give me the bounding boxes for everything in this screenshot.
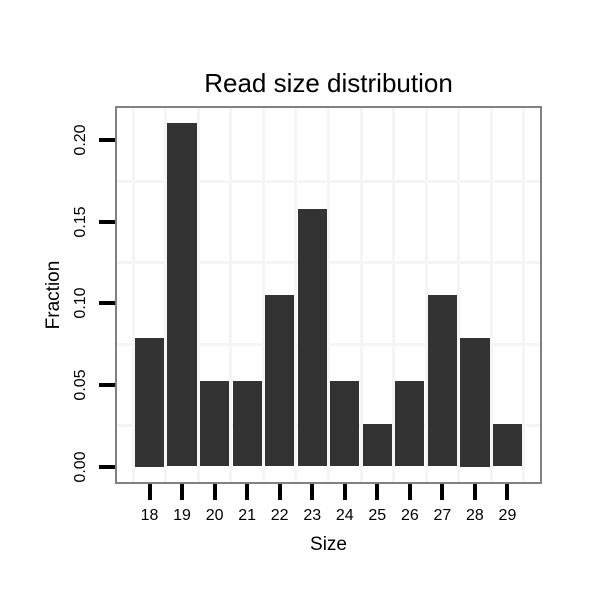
- y-axis-tick: [99, 219, 115, 224]
- x-axis-tick: [245, 484, 250, 500]
- x-tick-label: 26: [400, 507, 419, 524]
- gridline-minor-x: [294, 108, 298, 482]
- bar: [232, 380, 262, 467]
- gridline-minor-x: [392, 108, 396, 482]
- x-axis-tick: [342, 484, 347, 500]
- gridline-minor-x: [489, 108, 493, 482]
- y-tick-label: 0.05: [72, 369, 89, 401]
- gridline-minor-x: [327, 108, 330, 482]
- y-axis-tick: [99, 301, 115, 306]
- x-tick-label: 23: [303, 507, 322, 524]
- x-tick-label: 27: [433, 507, 452, 524]
- y-axis-title: Fraction: [43, 260, 64, 330]
- x-tick-label: 24: [335, 507, 354, 524]
- bar: [134, 337, 165, 467]
- x-tick-label: 18: [140, 507, 159, 524]
- x-tick-label: 25: [368, 507, 387, 524]
- x-axis-tick: [310, 484, 315, 500]
- gridline-minor-y: [117, 342, 540, 346]
- gridline-minor-x: [164, 108, 168, 482]
- gridline-minor-x: [424, 108, 428, 482]
- gridline-minor-x: [229, 108, 233, 482]
- y-axis-tick: [99, 382, 115, 387]
- x-axis-tick: [180, 484, 185, 500]
- gridline-minor-x: [359, 108, 363, 482]
- x-axis-tick: [505, 484, 510, 500]
- x-tick-label: 22: [270, 507, 289, 524]
- x-tick-label: 19: [173, 507, 191, 524]
- gridline-minor-x: [522, 108, 526, 482]
- gridline-minor-x: [457, 108, 461, 482]
- y-axis-tick: [99, 138, 115, 143]
- gridline-minor-y: [117, 179, 540, 183]
- x-axis-tick: [440, 484, 445, 500]
- chart-title: Read size distribution: [204, 68, 453, 98]
- y-tick-label: 0.15: [72, 206, 89, 238]
- bar: [265, 294, 295, 467]
- y-tick-label: 0.20: [72, 124, 89, 156]
- gridline-minor-y: [117, 424, 540, 428]
- x-axis-tick: [277, 484, 282, 500]
- x-axis-tick: [472, 484, 477, 500]
- bar: [297, 208, 327, 467]
- x-axis-tick: [147, 484, 152, 500]
- plot-panel: [115, 106, 542, 484]
- bar: [330, 380, 360, 467]
- bar: [395, 380, 425, 467]
- bar: [460, 337, 490, 467]
- x-axis-tick: [212, 484, 217, 500]
- gridline-minor-x: [261, 108, 265, 482]
- gridline-minor-y: [117, 261, 540, 265]
- bar: [362, 423, 392, 467]
- x-tick-label: 21: [238, 507, 257, 524]
- bar: [427, 294, 458, 467]
- y-tick-label: 0.10: [72, 287, 89, 319]
- gridline-minor-x: [131, 108, 135, 482]
- x-tick-label: 28: [466, 507, 484, 524]
- bar: [167, 123, 197, 467]
- x-axis-title: Size: [310, 534, 347, 555]
- x-tick-label: 29: [498, 507, 517, 524]
- y-tick-label: 0.00: [72, 450, 89, 483]
- x-tick-label: 20: [205, 507, 224, 524]
- bar: [492, 423, 523, 467]
- x-axis-tick: [407, 484, 412, 500]
- gridline-minor-x: [196, 108, 200, 482]
- bar: [199, 380, 230, 467]
- y-axis-tick: [99, 464, 115, 469]
- x-axis-tick: [375, 484, 380, 500]
